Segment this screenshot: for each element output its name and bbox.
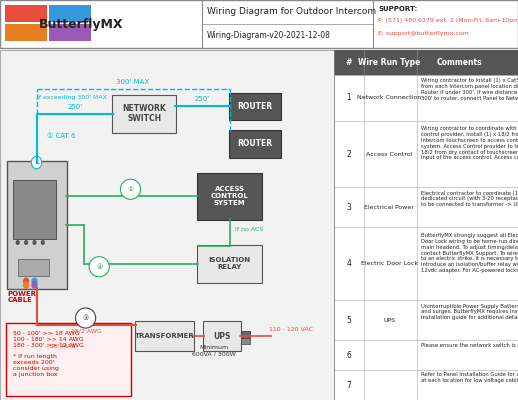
Text: ROUTER: ROUTER bbox=[237, 102, 272, 111]
Text: 7: 7 bbox=[347, 380, 351, 390]
Text: Minimum
600VA / 300W: Minimum 600VA / 300W bbox=[192, 345, 236, 356]
Text: 1: 1 bbox=[347, 93, 351, 102]
Text: Network Connection: Network Connection bbox=[357, 95, 422, 100]
FancyBboxPatch shape bbox=[7, 161, 67, 289]
Text: 50' MAX: 50' MAX bbox=[50, 344, 76, 348]
Bar bbox=[49, 5, 91, 22]
Text: TRANSFORMER: TRANSFORMER bbox=[135, 333, 194, 339]
Text: #: # bbox=[346, 58, 352, 67]
FancyBboxPatch shape bbox=[228, 130, 281, 158]
Text: ISOLATION
RELAY: ISOLATION RELAY bbox=[209, 257, 251, 270]
Circle shape bbox=[31, 281, 38, 289]
Text: 2: 2 bbox=[347, 150, 351, 159]
FancyBboxPatch shape bbox=[135, 321, 194, 351]
Text: Wire Run Type: Wire Run Type bbox=[358, 58, 421, 67]
Text: Wiring-Diagram-v20-2021-12-08: Wiring-Diagram-v20-2021-12-08 bbox=[207, 32, 331, 40]
Text: 5: 5 bbox=[347, 316, 351, 325]
Text: ButterflyMX strongly suggest all Electrical
Door Lock wiring to be home-run dire: ButterflyMX strongly suggest all Electri… bbox=[421, 233, 518, 273]
Text: 4: 4 bbox=[347, 259, 351, 268]
Text: Electric Door Lock: Electric Door Lock bbox=[361, 261, 418, 266]
Circle shape bbox=[31, 278, 38, 285]
Text: 110 - 120 VAC: 110 - 120 VAC bbox=[269, 327, 313, 332]
Text: 1: 1 bbox=[34, 160, 39, 166]
Text: ROUTER: ROUTER bbox=[237, 139, 272, 148]
FancyBboxPatch shape bbox=[18, 259, 49, 276]
Text: 50 - 100' >> 18 AWG
100 - 180' >> 14 AWG
180 - 300' >> 12 AWG

* If run length
e: 50 - 100' >> 18 AWG 100 - 180' >> 14 AWG… bbox=[12, 331, 83, 377]
FancyBboxPatch shape bbox=[6, 322, 131, 396]
Text: Comments: Comments bbox=[436, 58, 482, 67]
Circle shape bbox=[41, 240, 45, 245]
Text: ③: ③ bbox=[82, 315, 89, 321]
Text: Uninterruptible Power Supply Battery Backup. To prevent voltage drops
and surges: Uninterruptible Power Supply Battery Bac… bbox=[421, 304, 518, 320]
Text: UPS: UPS bbox=[213, 332, 231, 341]
Text: SUPPORT:: SUPPORT: bbox=[378, 6, 418, 12]
Text: 300' MAX: 300' MAX bbox=[116, 79, 149, 85]
Text: Refer to Panel Installation Guide for additional details. Leave 6' service loop
: Refer to Panel Installation Guide for ad… bbox=[421, 372, 518, 383]
Text: If exceeding 300' MAX: If exceeding 300' MAX bbox=[37, 95, 106, 100]
Text: P: (571) 480.6379 ext. 2 (Mon-Fri, 6am-10pm EST): P: (571) 480.6379 ext. 2 (Mon-Fri, 6am-1… bbox=[378, 18, 518, 23]
Text: Electrical contractor to coordinate (1)
dedicated circuit (with 3-20 receptacle): Electrical contractor to coordinate (1) … bbox=[421, 191, 518, 207]
Bar bbox=[241, 331, 250, 344]
Circle shape bbox=[23, 281, 29, 289]
Text: UPS: UPS bbox=[383, 318, 395, 323]
FancyBboxPatch shape bbox=[197, 172, 262, 220]
Text: ②: ② bbox=[127, 186, 134, 192]
Text: Access Control: Access Control bbox=[366, 152, 412, 157]
FancyBboxPatch shape bbox=[112, 95, 177, 132]
FancyBboxPatch shape bbox=[12, 180, 56, 239]
Text: ④: ④ bbox=[96, 264, 103, 270]
Text: Please ensure the network switch is properly grounded.: Please ensure the network switch is prop… bbox=[421, 343, 518, 348]
Bar bbox=[5, 5, 47, 22]
Text: E: support@butterflymx.com: E: support@butterflymx.com bbox=[378, 31, 469, 36]
Text: 3: 3 bbox=[347, 203, 351, 212]
Text: Electrical Power: Electrical Power bbox=[364, 205, 414, 210]
Text: 18/2 AWG: 18/2 AWG bbox=[71, 328, 102, 334]
FancyBboxPatch shape bbox=[203, 321, 241, 351]
Text: ① CAT 6: ① CAT 6 bbox=[47, 132, 76, 138]
FancyBboxPatch shape bbox=[0, 0, 518, 48]
Circle shape bbox=[31, 156, 42, 169]
Text: ButterflyMX: ButterflyMX bbox=[39, 18, 123, 32]
Text: ACCESS
CONTROL
SYSTEM: ACCESS CONTROL SYSTEM bbox=[211, 186, 249, 206]
Text: 6: 6 bbox=[347, 351, 351, 360]
Text: Wiring Diagram for Outdoor Intercom: Wiring Diagram for Outdoor Intercom bbox=[207, 8, 376, 16]
Text: Wiring contractor to coordinate with access
control provider, Install (1) x 18/2: Wiring contractor to coordinate with acc… bbox=[421, 126, 518, 160]
Text: NETWORK
SWITCH: NETWORK SWITCH bbox=[122, 104, 166, 124]
Text: Wiring contractor to install (1) x Cat5e/Cat6
from each Intercom panel location : Wiring contractor to install (1) x Cat5e… bbox=[421, 78, 518, 101]
Text: POWER
CABLE: POWER CABLE bbox=[7, 290, 36, 304]
Text: 250': 250' bbox=[195, 96, 210, 102]
FancyBboxPatch shape bbox=[197, 245, 262, 282]
Bar bbox=[49, 24, 91, 41]
Circle shape bbox=[16, 240, 20, 245]
Bar bbox=[334, 50, 518, 74]
Text: 250': 250' bbox=[68, 104, 83, 110]
FancyBboxPatch shape bbox=[228, 92, 281, 120]
Text: If no ACS: If no ACS bbox=[235, 227, 263, 232]
Bar bbox=[5, 24, 47, 41]
Bar bbox=[241, 331, 250, 338]
Circle shape bbox=[23, 278, 29, 285]
Circle shape bbox=[24, 240, 28, 245]
Circle shape bbox=[32, 240, 37, 245]
